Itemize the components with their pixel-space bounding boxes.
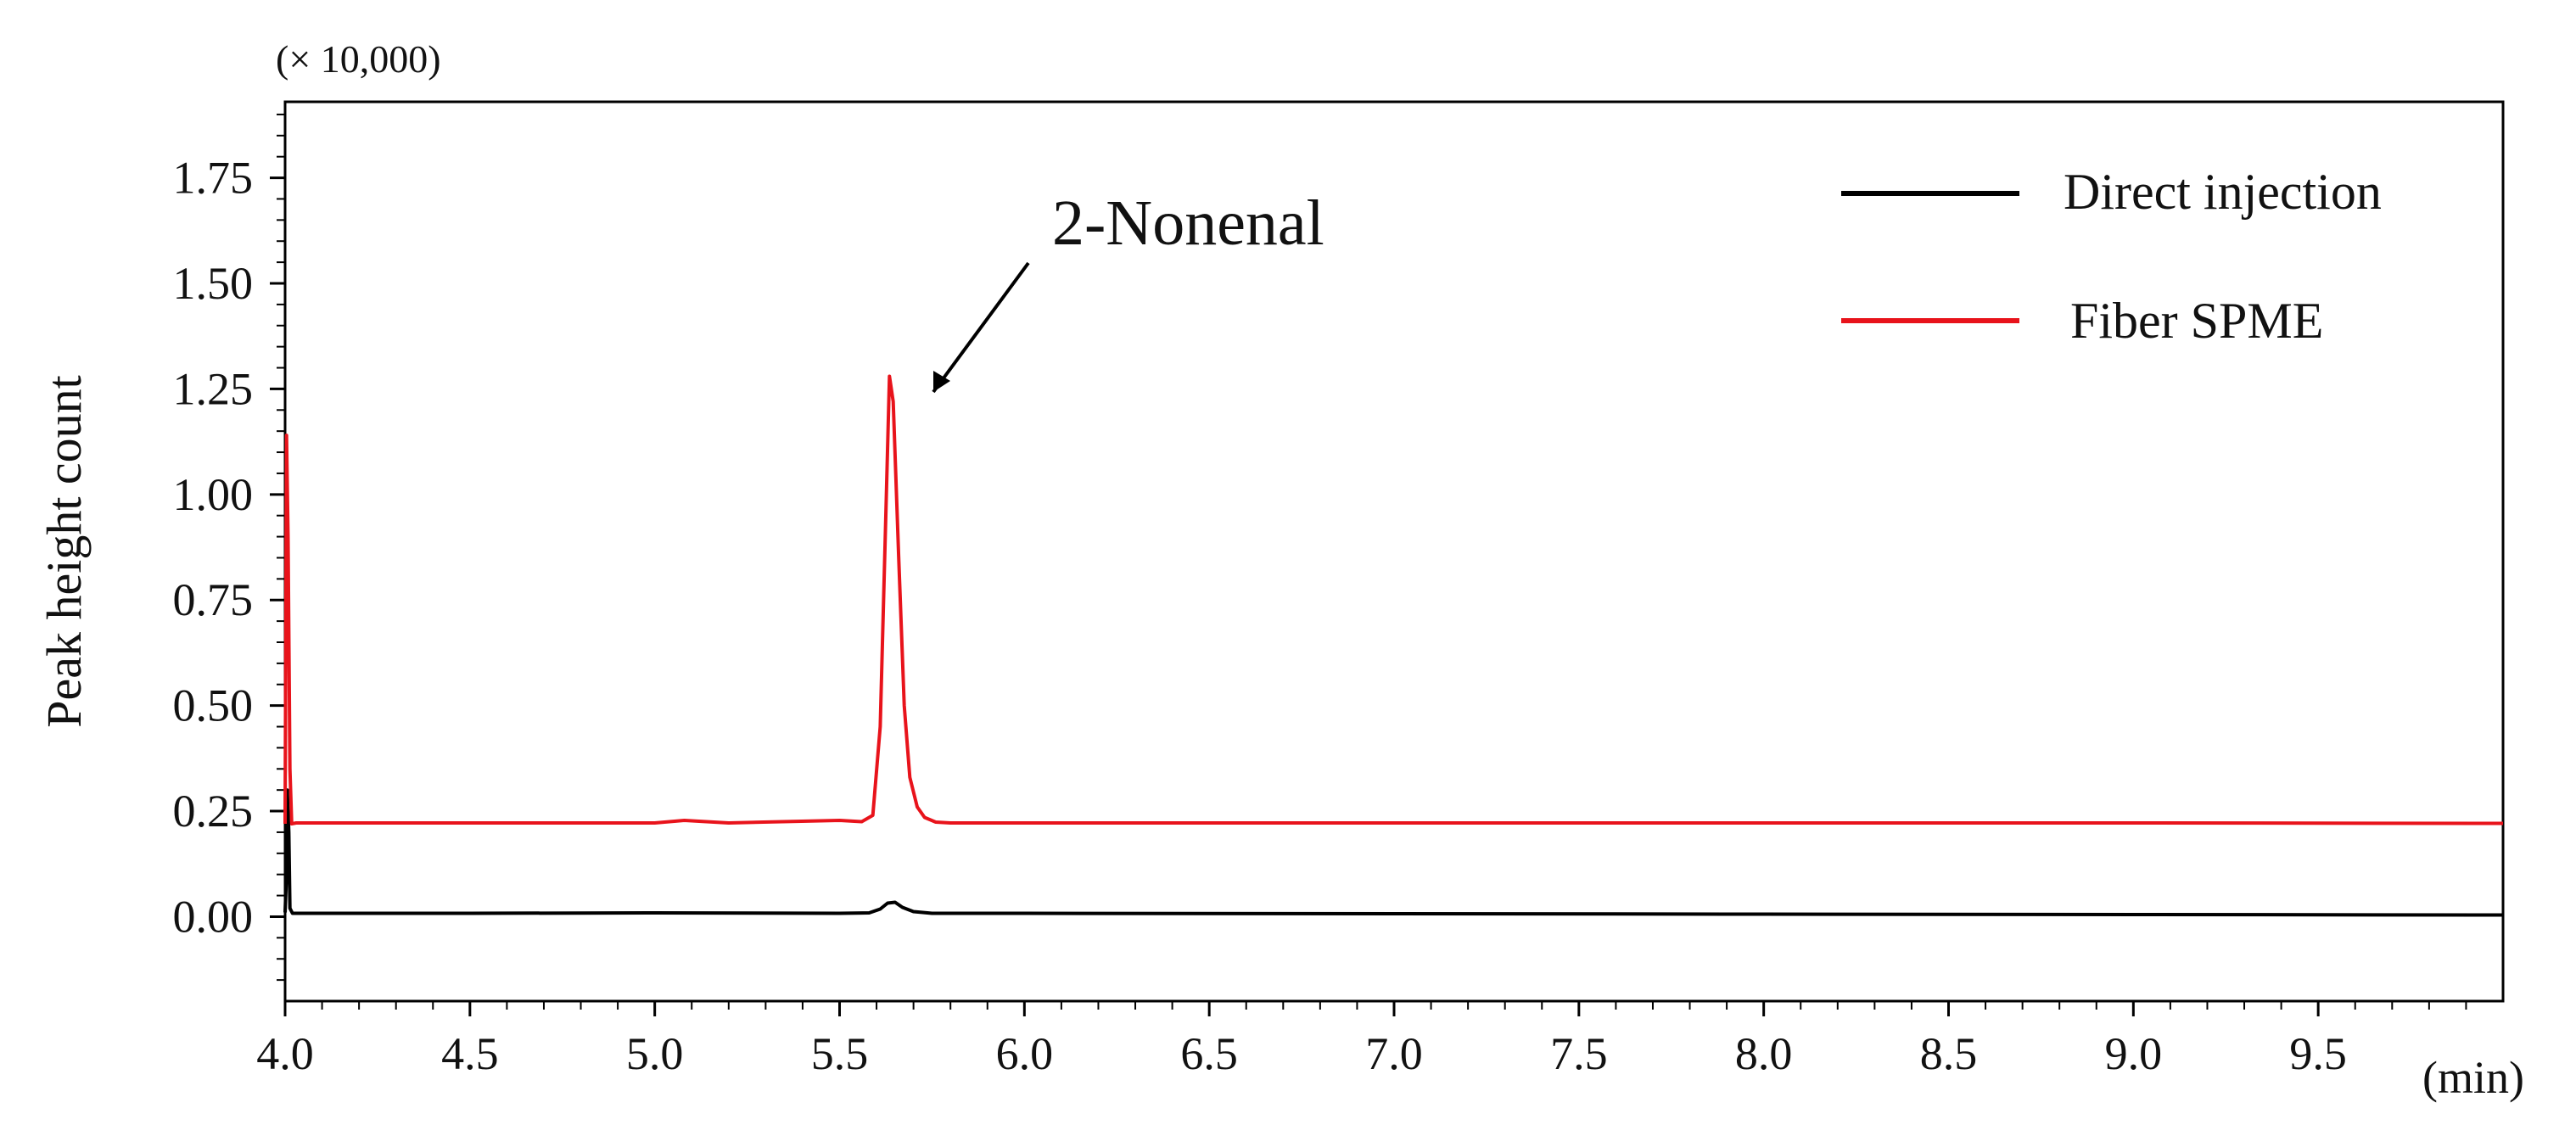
x-tick-label-6.0: 6.0 (996, 1028, 1054, 1079)
y-tick-label-0.75: 0.75 (173, 574, 254, 625)
series-line-fiber-spme (283, 374, 2504, 825)
y-tick-label-0.50: 0.50 (173, 680, 254, 731)
series-line-direct-injection (283, 788, 2504, 917)
y-tick-label-1.50: 1.50 (173, 258, 254, 309)
legend-label-fiber-spme: Fiber SPME (2070, 293, 2323, 349)
annotation-arrow (932, 261, 1030, 394)
y-tick-label-1.75: 1.75 (173, 153, 254, 204)
x-tick-label-7.0: 7.0 (1365, 1028, 1423, 1079)
series-layer (283, 374, 2504, 917)
y-tick-label-1.25: 1.25 (173, 363, 254, 414)
plot-frame (283, 100, 2505, 1003)
y-tick-label-0.00: 0.00 (173, 891, 254, 942)
x-tick-label-9.5: 9.5 (2289, 1028, 2347, 1079)
x-tick-label-6.5: 6.5 (1180, 1028, 1238, 1079)
y-tick-label-1.00: 1.00 (173, 469, 254, 520)
peak-annotation: 2-Nonenal (932, 187, 1324, 394)
annotation-label: 2-Nonenal (1052, 187, 1324, 259)
x-tick-label-9.0: 9.0 (2105, 1028, 2163, 1079)
legend: Direct injection Fiber SPME (1841, 164, 2382, 349)
y-multiplier-label: (× 10,000) (276, 37, 441, 81)
x-tick-label-4.0: 4.0 (256, 1028, 314, 1079)
y-axis-label: Peak height count (36, 375, 92, 728)
x-tick-label-8.0: 8.0 (1735, 1028, 1793, 1079)
x-tick-label-7.5: 7.5 (1550, 1028, 1608, 1079)
x-tick-label-4.5: 4.5 (441, 1028, 499, 1079)
x-tick-label-8.5: 8.5 (1920, 1028, 1978, 1079)
annotation-arrowhead (933, 371, 950, 392)
legend-label-direct-injection: Direct injection (2064, 164, 2382, 220)
x-tick-label-5.0: 5.0 (626, 1028, 684, 1079)
x-unit-label: (min) (2422, 1052, 2524, 1103)
x-tick-label-5.5: 5.5 (811, 1028, 869, 1079)
ticks-layer: 4.0 4.5 5.0 5.5 6.0 6.5 7.0 7.5 8.0 8.5 9.0 9.5 0.00… (173, 113, 2467, 1079)
y-tick-label-0.25: 0.25 (173, 786, 254, 837)
